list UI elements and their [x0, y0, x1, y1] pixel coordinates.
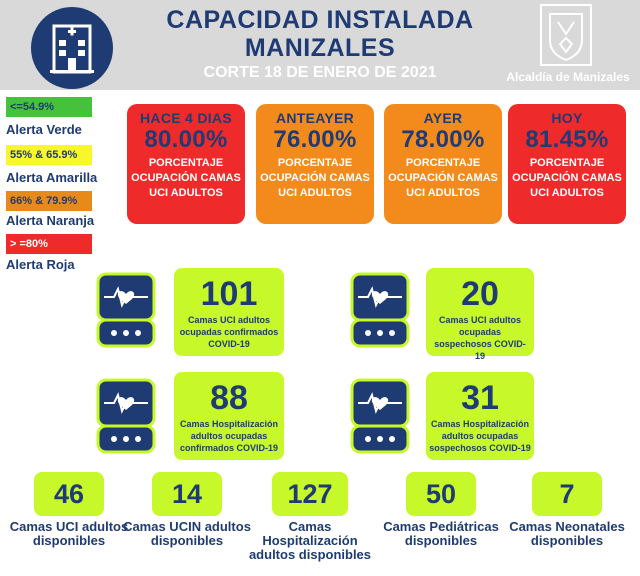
day-label: HOY [551, 110, 583, 126]
legend-label-red: Alerta Roja [6, 257, 75, 272]
page-title-line2: MANIZALES [244, 34, 396, 62]
legend-chip-yellow: 55% & 65.9% [6, 145, 92, 165]
heart-monitor-icon [96, 378, 156, 454]
available-pediatric-value: 50 [406, 472, 476, 516]
available-uci-adult-value: 46 [34, 472, 104, 516]
available-ucin-adult-label: Camas UCIN adultos disponibles [123, 519, 251, 548]
cutoff-date: CORTE 18 DE ENERO DE 2021 [203, 64, 437, 81]
occupancy-value: 76.00% [273, 126, 357, 153]
stat-card-uci-confirmed: 101 Camas UCI adultos ocupadas confirmad… [174, 268, 284, 356]
hospital-building-icon [31, 7, 113, 89]
available-neonatal-value: 7 [532, 472, 602, 516]
occupancy-desc: PORCENTAJE OCUPACIÓN CAMAS UCI ADULTOS [388, 157, 498, 199]
heart-monitor-icon [350, 378, 410, 454]
day-label: ANTEAYER [275, 110, 355, 126]
stat-desc: Camas UCI adultos ocupadas sospechosos C… [434, 315, 526, 361]
occupancy-card-4-days-ago: HACE 4 DIAS 80.00% PORCENTAJE OCUPACIÓN … [127, 104, 245, 224]
legend-chip-orange: 66% & 79.9% [6, 191, 92, 211]
stat-card-hosp-suspected: 31 Camas Hospitalización adultos ocupada… [426, 372, 534, 460]
city-crest-icon [540, 4, 592, 66]
occupancy-value: 81.45% [525, 126, 609, 153]
available-pediatric-label: Camas Pediátricas disponibles [383, 519, 499, 548]
stat-desc: Camas Hospitalización adultos ocupadas c… [179, 419, 279, 453]
occupancy-value: 78.00% [401, 126, 485, 153]
stat-value: 31 [461, 379, 499, 417]
occupancy-desc: PORCENTAJE OCUPACIÓN CAMAS UCI ADULTOS [131, 157, 241, 199]
stat-card-uci-suspected: 20 Camas UCI adultos ocupadas sospechoso… [426, 268, 534, 361]
alcaldia-logo-text: Alcaldía de Manizales [506, 70, 630, 84]
available-hosp-adult-value: 127 [272, 472, 348, 516]
heart-monitor-icon [350, 272, 410, 348]
occupancy-card-hoy: HOY 81.45% PORCENTAJE OCUPACIÓN CAMAS UC… [508, 104, 626, 224]
legend-chip-red: > =80% [6, 234, 92, 254]
available-uci-adult-label: Camas UCI adultos disponibles [9, 519, 129, 548]
occupancy-desc: PORCENTAJE OCUPACIÓN CAMAS UCI ADULTOS [260, 157, 370, 199]
occupancy-card-anteayer: ANTEAYER 76.00% PORCENTAJE OCUPACIÓN CAM… [256, 104, 374, 224]
occupancy-card-ayer: AYER 78.00% PORCENTAJE OCUPACIÓN CAMAS U… [384, 104, 502, 224]
available-neonatal-label: Camas Neonatales disponibles [509, 519, 625, 548]
legend-label-yellow: Alerta Amarilla [6, 170, 98, 185]
legend-chip-green: <=54.9% [6, 97, 92, 117]
stat-value: 20 [461, 275, 499, 313]
available-ucin-adult-value: 14 [152, 472, 222, 516]
stat-desc: Camas UCI adultos ocupadas confirmados C… [179, 315, 279, 349]
heart-monitor-icon [96, 272, 156, 348]
day-label: HACE 4 DIAS [140, 110, 232, 126]
occupancy-value: 80.00% [144, 126, 228, 153]
occupancy-desc: PORCENTAJE OCUPACIÓN CAMAS UCI ADULTOS [512, 157, 622, 199]
stat-value: 101 [200, 275, 258, 313]
stat-desc: Camas Hospitalización adultos ocupadas s… [429, 419, 531, 453]
stat-value: 88 [210, 379, 248, 417]
legend-label-green: Alerta Verde [6, 122, 82, 137]
page-title-line1: CAPACIDAD INSTALADA [166, 6, 474, 34]
stat-card-hosp-confirmed: 88 Camas Hospitalización adultos ocupada… [174, 372, 284, 460]
available-hosp-adult-label: Camas Hospitalización adultos disponible… [248, 519, 372, 562]
day-label: AYER [423, 110, 463, 126]
legend-label-orange: Alerta Naranja [6, 213, 95, 228]
